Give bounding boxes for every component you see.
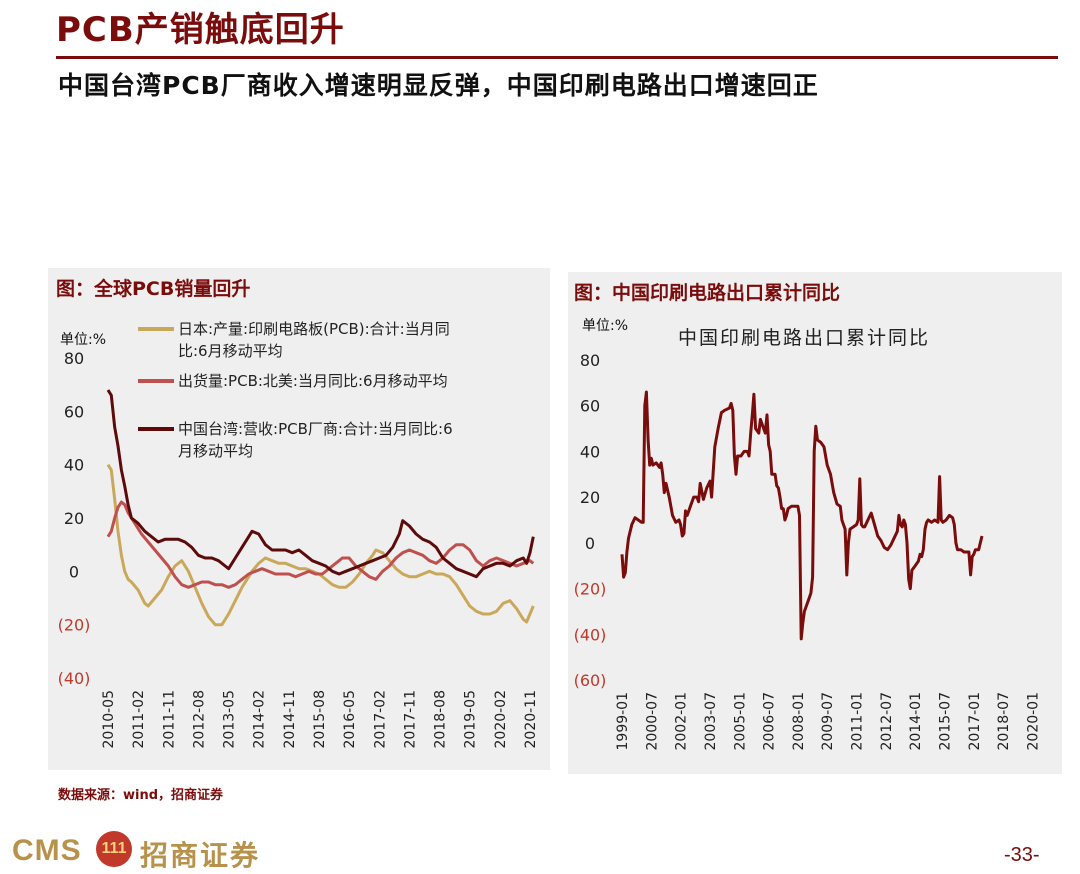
title-divider — [56, 56, 1058, 59]
x-tick-label: 2017-02 — [372, 690, 388, 749]
chart-right-svg: 单位:% 80 60 40 20 0 (20) (40) (60) 1999-01 2000-07 2… — [574, 318, 1042, 751]
y-tick-label: 60 — [580, 397, 600, 416]
x-tick-label: 2003-07 — [703, 692, 719, 751]
x-tick-label: 2019-05 — [463, 690, 479, 749]
y-tick-label: (20) — [574, 580, 607, 599]
logo-icon: 111 — [96, 831, 132, 867]
x-tick-label: 2020-01 — [1025, 692, 1041, 751]
x-tick-label: 2008-01 — [791, 692, 807, 751]
x-tick-label: 2012-07 — [879, 692, 895, 751]
x-tick-label: 2018-08 — [433, 690, 449, 749]
y-tick-label: (20) — [58, 616, 91, 635]
chart-right-title: 图：中国印刷电路出口累计同比 — [574, 282, 841, 304]
chart-left-title: 图：全球PCB销量回升 — [56, 278, 251, 300]
y-tick-label: 60 — [64, 402, 84, 421]
y-tick-label: 80 — [580, 351, 600, 370]
chart-panel-right — [568, 272, 1062, 774]
x-tick-label: 2002-01 — [674, 692, 690, 751]
unit-label: 单位:% — [60, 332, 106, 348]
x-tick-label: 2010-05 — [101, 690, 117, 749]
x-tick-label: 2011-01 — [850, 692, 866, 751]
series-line-2 — [106, 500, 535, 589]
x-tick-label: 2015-08 — [312, 690, 328, 749]
y-tick-label: 80 — [64, 349, 84, 368]
x-tick-label: 2017-01 — [967, 692, 983, 751]
x-tick-label: 2017-11 — [402, 690, 418, 749]
series-line-1 — [620, 390, 984, 641]
x-tick-label: 2015-07 — [938, 692, 954, 751]
page-title: PCB产销触底回升 — [56, 10, 345, 50]
x-tick-label: 2011-11 — [161, 690, 177, 749]
page-number: -33- — [1004, 844, 1040, 866]
x-tick-label: 2006-07 — [762, 692, 778, 751]
x-tick-label: 2014-02 — [252, 690, 268, 749]
x-tick-label: 2011-02 — [131, 690, 147, 749]
y-tick-label: 40 — [580, 442, 600, 461]
logo-text: CMS — [12, 834, 82, 867]
y-tick-label: 0 — [69, 562, 79, 581]
page-subtitle: 中国台湾PCB厂商收入增速明显反弹，中国印刷电路出口增速回正 — [58, 71, 819, 100]
x-tick-label: 2020-02 — [493, 690, 509, 749]
data-source: 数据来源：wind，招商证券 — [58, 788, 224, 803]
series-line-3 — [106, 389, 535, 579]
x-tick-label: 2016-05 — [342, 690, 358, 749]
legend-label-3: 中国台湾:营收:PCB厂商:合计:当月同比:6 月移动平均 — [178, 420, 453, 460]
x-tick-label: 2013-05 — [222, 690, 238, 749]
x-tick-label: 2014-01 — [908, 692, 924, 751]
x-tick-label: 2020-11 — [523, 690, 539, 749]
y-tick-label: 40 — [64, 456, 84, 475]
logo-chinese-name: 招商证券 — [140, 839, 261, 872]
legend-label-1: 日本:产量:印刷电路板(PCB):合计:当月同比:6月移动平均 — [178, 320, 450, 360]
y-tick-label: 20 — [64, 509, 84, 528]
y-tick-label: 0 — [585, 534, 595, 553]
y-tick-label: (40) — [574, 625, 607, 644]
x-tick-label: 2005-01 — [732, 692, 748, 751]
series-line-1 — [106, 463, 535, 627]
x-tick-label: 2018-07 — [996, 692, 1012, 751]
x-tick-label: 2012-08 — [191, 690, 207, 749]
x-tick-label: 1999-01 — [615, 692, 631, 751]
legend-label-2: 出货量:PCB:北美:当月同比:6月移动平均 — [178, 372, 448, 390]
x-tick-label: 2009-07 — [820, 692, 836, 751]
chart-inner-title: 中国印刷电路出口累计同比 — [678, 327, 930, 349]
y-tick-label: (40) — [58, 669, 91, 688]
x-tick-label: 2014-11 — [282, 690, 298, 749]
unit-label: 单位:% — [582, 318, 628, 334]
y-tick-label: (60) — [574, 671, 607, 690]
y-tick-label: 20 — [580, 488, 600, 507]
x-tick-label: 2000-07 — [644, 692, 660, 751]
chart-left-svg: 单位:%80 60 40 20 0 (20) (40) 2010-05 2011-02 2011-… — [58, 320, 539, 749]
